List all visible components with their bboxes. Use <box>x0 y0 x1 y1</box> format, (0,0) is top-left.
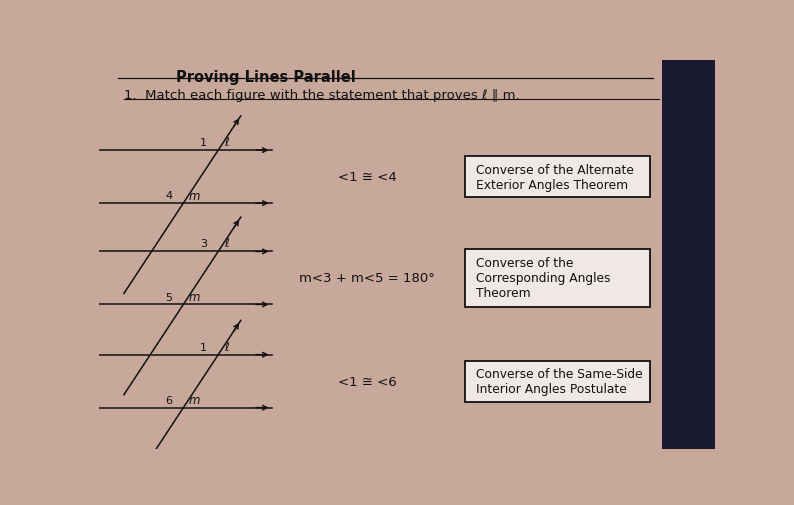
Text: 1: 1 <box>200 342 207 352</box>
Text: m<3 + m<5 = 180°: m<3 + m<5 = 180° <box>299 272 435 285</box>
Text: 5: 5 <box>165 292 172 302</box>
Text: <1 ≅ <4: <1 ≅ <4 <box>337 171 396 184</box>
Text: ℓ: ℓ <box>224 340 229 353</box>
Text: Converse of the Alternate
Exterior Angles Theorem: Converse of the Alternate Exterior Angle… <box>476 163 634 191</box>
Bar <box>662 61 715 449</box>
Text: ℓ: ℓ <box>224 237 229 250</box>
FancyBboxPatch shape <box>465 250 650 307</box>
FancyBboxPatch shape <box>465 361 650 402</box>
Text: <1 ≅ <6: <1 ≅ <6 <box>337 375 396 388</box>
Text: m: m <box>189 393 200 407</box>
Text: m: m <box>189 290 200 303</box>
Text: Converse of the Same-Side
Interior Angles Postulate: Converse of the Same-Side Interior Angle… <box>476 368 642 395</box>
Text: 1.  Match each figure with the statement that proves ℓ ∥ m.: 1. Match each figure with the statement … <box>124 88 519 102</box>
Text: 1: 1 <box>200 138 207 147</box>
Text: m: m <box>189 189 200 202</box>
FancyBboxPatch shape <box>465 157 650 197</box>
Text: 3: 3 <box>200 239 207 249</box>
Text: ℓ: ℓ <box>224 136 229 149</box>
Text: Proving Lines Parallel: Proving Lines Parallel <box>175 70 355 85</box>
Text: Converse of the
Corresponding Angles
Theorem: Converse of the Corresponding Angles The… <box>476 257 611 300</box>
Text: 4: 4 <box>165 191 172 201</box>
Text: 6: 6 <box>165 395 172 405</box>
